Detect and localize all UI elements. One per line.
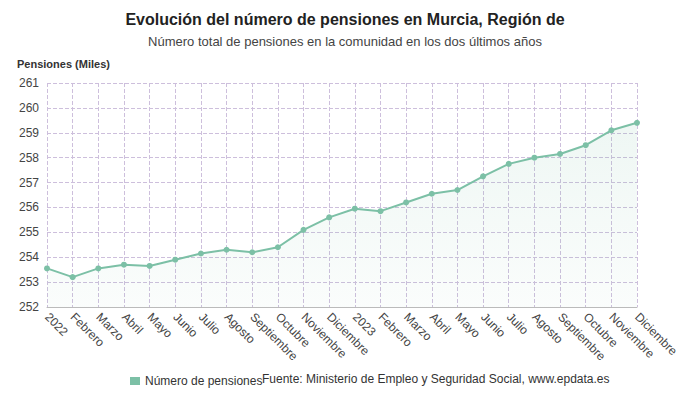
svg-text:Diciembre: Diciembre: [324, 310, 373, 359]
svg-text:Mayo: Mayo: [452, 310, 483, 341]
svg-text:254: 254: [19, 250, 39, 264]
svg-text:Abril: Abril: [427, 310, 454, 337]
svg-text:Diciembre: Diciembre: [632, 310, 680, 358]
svg-text:Julio: Julio: [196, 310, 224, 338]
svg-text:Julio: Julio: [504, 310, 532, 338]
svg-text:Evolución del número de pensio: Evolución del número de pensiones en Mur…: [125, 11, 564, 28]
svg-text:252: 252: [19, 300, 39, 314]
svg-text:260: 260: [19, 101, 39, 115]
svg-text:Septiembre: Septiembre: [555, 310, 609, 364]
svg-text:2023: 2023: [350, 310, 379, 339]
svg-text:256: 256: [19, 200, 39, 214]
svg-text:Octubre: Octubre: [272, 310, 313, 351]
svg-text:Agosto: Agosto: [529, 310, 566, 347]
svg-text:Número total de pensiones en l: Número total de pensiones en la comunida…: [148, 34, 542, 49]
svg-text:Junio: Junio: [170, 310, 200, 340]
svg-text:Noviembre: Noviembre: [606, 310, 658, 361]
svg-text:Mayo: Mayo: [145, 310, 176, 341]
svg-text:Fuente: Ministerio de Empleo y: Fuente: Ministerio de Empleo y Seguridad…: [262, 372, 610, 386]
svg-text:Junio: Junio: [478, 310, 508, 340]
svg-text:255: 255: [19, 225, 39, 239]
svg-text:253: 253: [19, 275, 39, 289]
svg-text:2022: 2022: [42, 310, 71, 339]
svg-text:259: 259: [19, 126, 39, 140]
svg-text:Marzo: Marzo: [93, 310, 127, 344]
svg-text:Marzo: Marzo: [401, 310, 435, 344]
svg-text:258: 258: [19, 151, 39, 165]
svg-text:Noviembre: Noviembre: [298, 310, 350, 361]
svg-text:261: 261: [19, 76, 39, 90]
svg-text:Abril: Abril: [119, 310, 146, 337]
svg-text:Septiembre: Septiembre: [247, 310, 301, 364]
svg-text:257: 257: [19, 176, 39, 190]
svg-text:Número de pensiones: Número de pensiones: [145, 374, 262, 388]
svg-text:Agosto: Agosto: [221, 310, 258, 347]
svg-text:Febrero: Febrero: [67, 310, 108, 350]
svg-text:Febrero: Febrero: [375, 310, 416, 350]
svg-text:Octubre: Octubre: [580, 310, 621, 351]
svg-text:Pensiones (Miles): Pensiones (Miles): [17, 58, 110, 70]
